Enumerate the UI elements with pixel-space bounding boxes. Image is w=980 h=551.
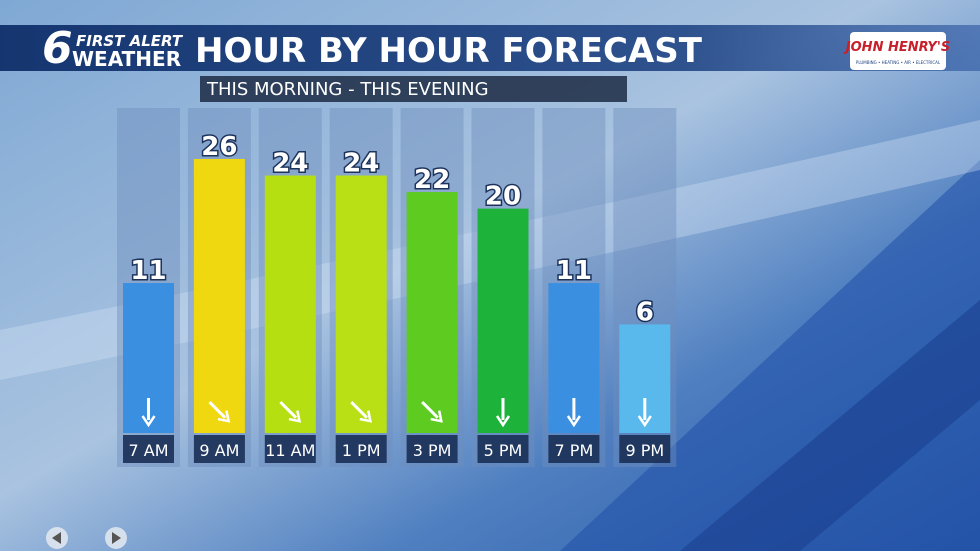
x-label-box (335, 435, 387, 463)
wind-arrow-shaft (421, 401, 439, 419)
x-tick-label: 9 AM (199, 441, 239, 460)
x-tick-label: 3 PM (413, 441, 452, 460)
x-tick-label: 9 PM (625, 441, 664, 460)
bar (264, 175, 316, 433)
brand-line: FIRST ALERT (76, 32, 184, 50)
wind-arrow (495, 398, 511, 428)
wind-arrow-head (141, 415, 156, 428)
wind-arrow-shaft (279, 401, 298, 419)
value-label: 6 (636, 297, 654, 327)
value-label: 24 (272, 149, 308, 179)
brand-number: 6 (42, 23, 73, 74)
x-label-box (406, 435, 458, 463)
value-label: 22 (414, 165, 450, 195)
wind-arrow (208, 401, 231, 423)
wind-arrow (279, 401, 302, 423)
sponsor-tagline: PLUMBING • HEATING • AIR • ELECTRICAL (856, 60, 941, 65)
x-tick-label: 7 PM (555, 441, 594, 460)
wind-arrow (350, 401, 372, 423)
value-label: 20 (485, 182, 521, 212)
wind-arrow-shaft (350, 401, 368, 419)
wind-arrow-head (566, 415, 581, 428)
wind-arrow (141, 398, 156, 428)
background-swoosh (680, 300, 980, 551)
wind-arrow-head (637, 415, 652, 428)
bar (335, 175, 387, 433)
wind-arrow-head (359, 410, 372, 423)
x-tick-label: 5 PM (484, 441, 523, 460)
value-label: 26 (201, 132, 237, 162)
bars: 11 7 AM 26 9 AM 24 11 AM 24 1 PM 22 3 PM 20 5 PM 11 7… (117, 108, 677, 467)
title: HOUR BY HOUR FORECAST (195, 31, 703, 71)
x-label-box (123, 435, 174, 463)
sponsor-logo (850, 32, 946, 70)
value-label: 24 (343, 149, 379, 179)
wind-arrow-shaft (208, 401, 227, 419)
wind-arrow (421, 401, 443, 423)
x-tick-label: 7 AM (128, 441, 168, 460)
wind-arrow (566, 398, 581, 428)
header-band (0, 25, 980, 71)
x-label-box (477, 435, 529, 463)
bar (193, 158, 245, 434)
x-tick-label: 11 AM (265, 441, 315, 460)
wind-arrow-head (495, 415, 511, 428)
bar (406, 192, 458, 433)
x-label-box (193, 435, 245, 463)
bar (477, 208, 529, 433)
brand-line: WEATHER (72, 47, 181, 71)
value-label: 11 (556, 256, 592, 286)
wind-arrow-head (288, 410, 302, 423)
x-label-box (619, 435, 671, 463)
x-label-box (548, 435, 600, 463)
nav-next-icon (112, 532, 121, 544)
wind-arrow (637, 398, 652, 428)
x-tick-label: 1 PM (342, 441, 381, 460)
nav-prev-icon (52, 532, 61, 544)
wind-arrow-head (430, 410, 443, 423)
subtitle: THIS MORNING - THIS EVENING (206, 79, 489, 100)
subtitle-band (200, 76, 627, 102)
x-label-box (264, 435, 316, 463)
value-label: 11 (130, 256, 166, 286)
sponsor-name: JOHN HENRY'S (843, 40, 950, 55)
wind-arrow-head (217, 410, 231, 423)
